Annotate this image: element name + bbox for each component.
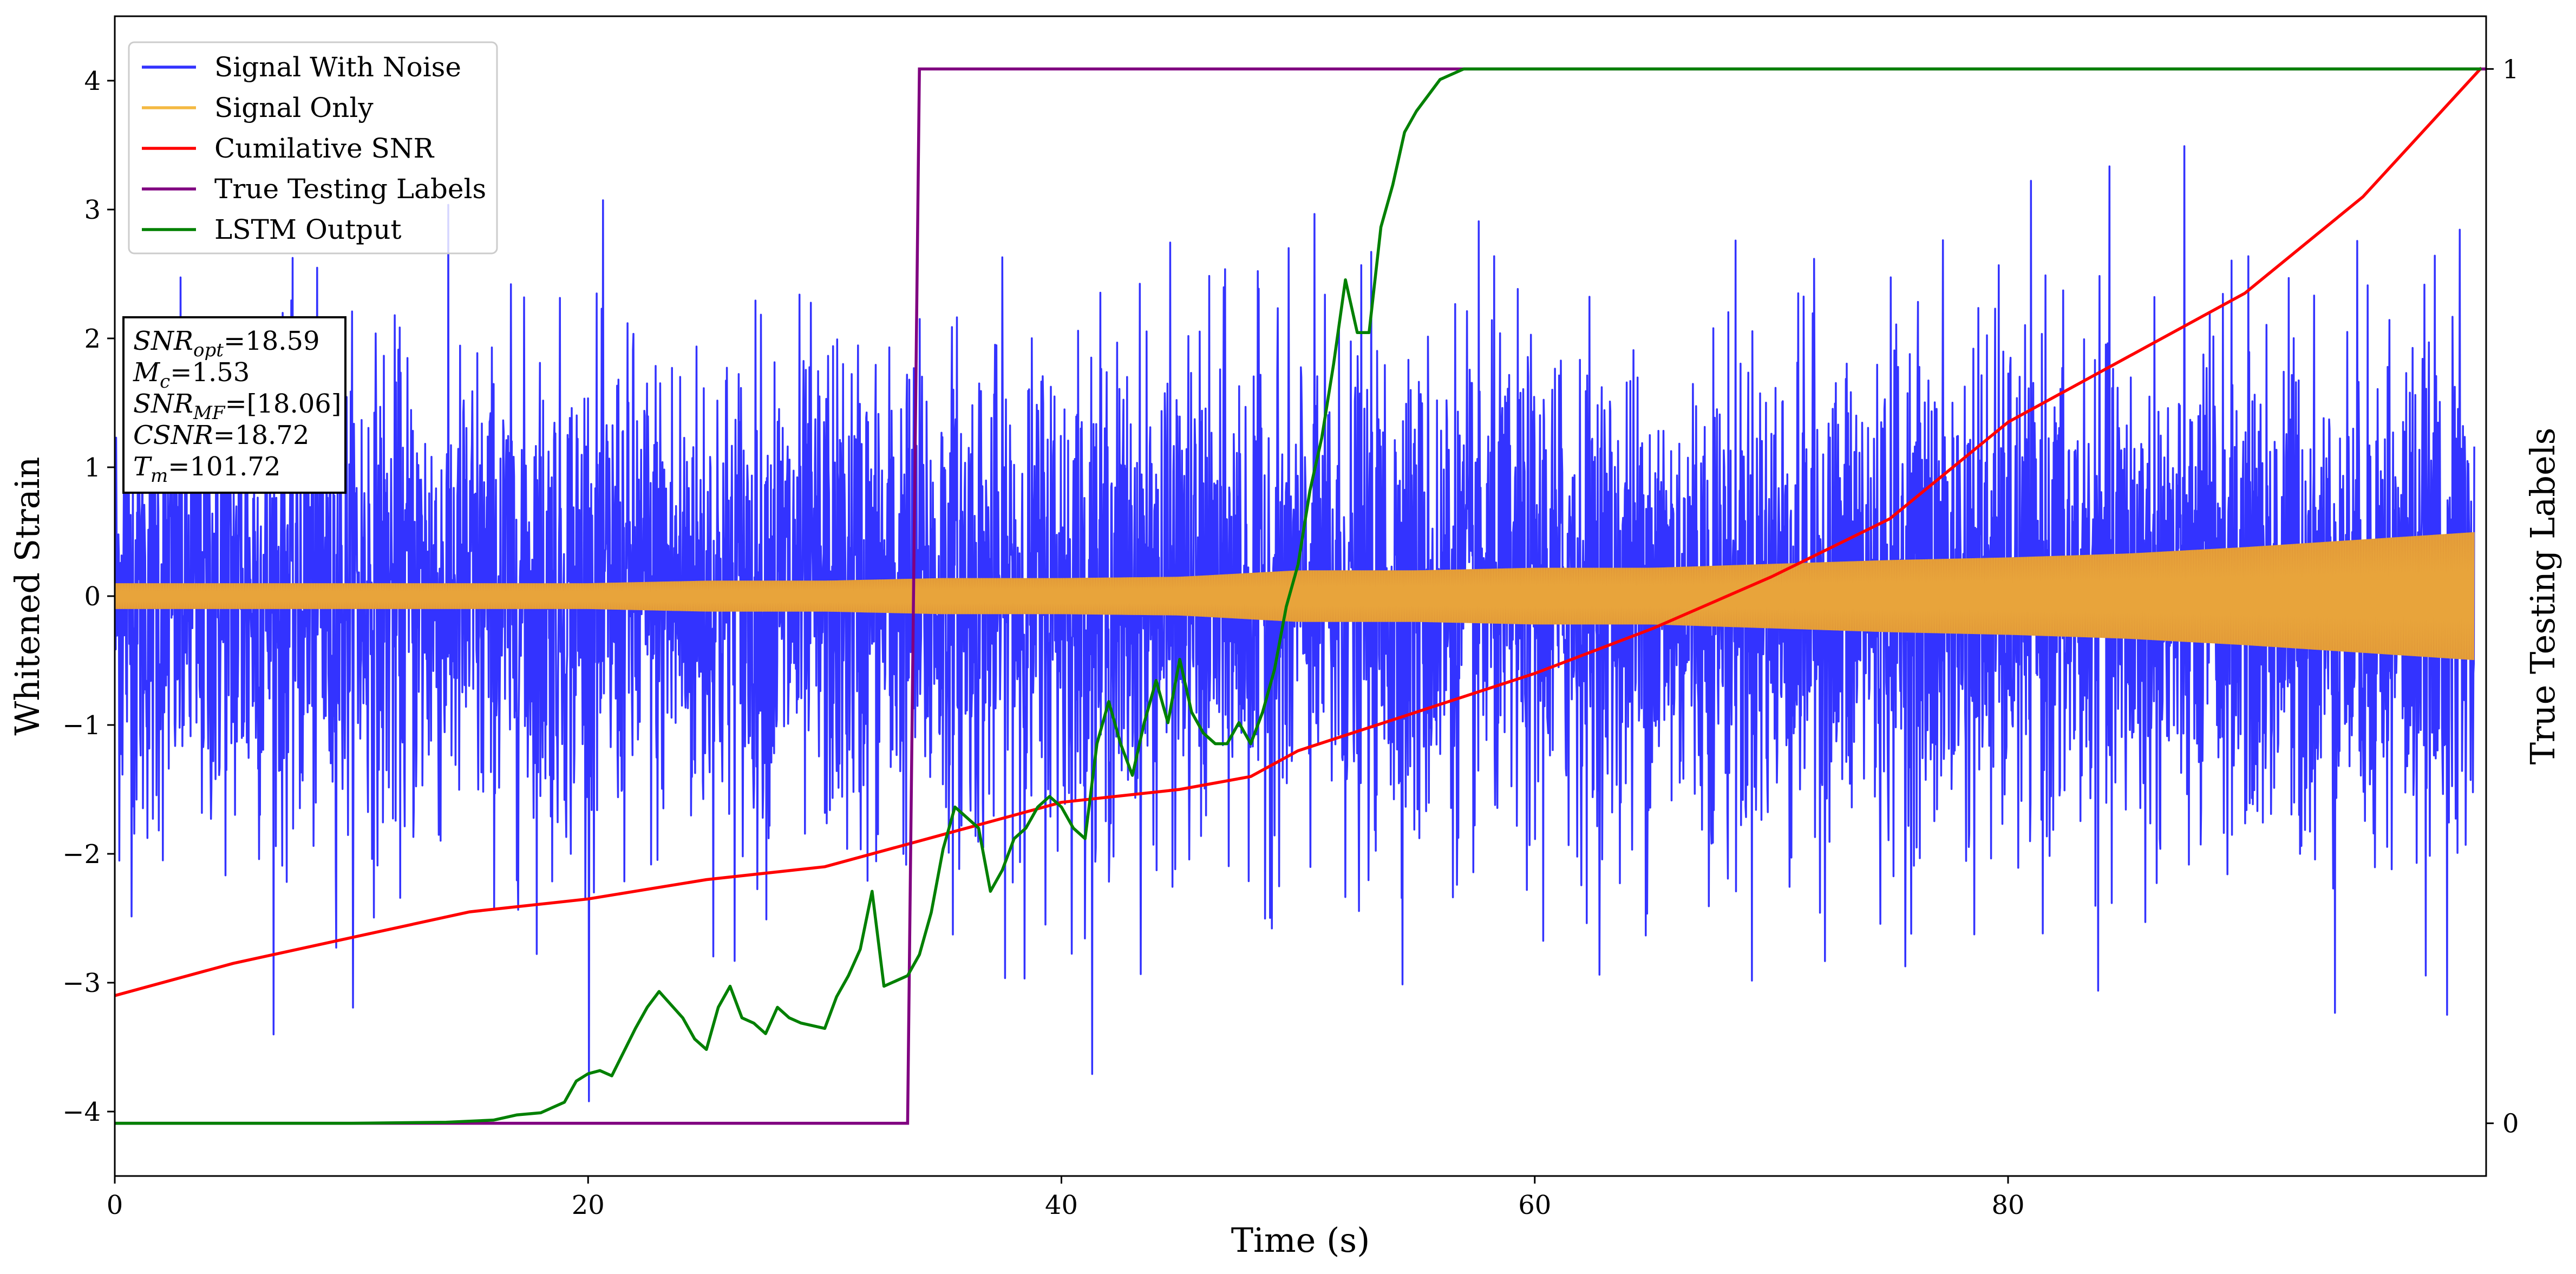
y-tick-label: −1: [62, 710, 101, 741]
y-tick-label: −3: [62, 968, 101, 998]
legend-label: Cumilative SNR: [214, 133, 434, 164]
plot-area: [115, 67, 2486, 1125]
y-tick-label: 1: [84, 453, 101, 483]
legend-label: True Testing Labels: [214, 173, 486, 205]
y2-tick-label: 0: [2502, 1109, 2519, 1139]
y-tick-label: 0: [84, 582, 101, 612]
annotation-box: SNRopt=18.59Mc=1.53SNRMF=[18.06]CSNR=18.…: [122, 316, 346, 494]
x-tick-label: 20: [572, 1190, 605, 1220]
y-tick-label: −4: [62, 1097, 101, 1127]
x-tick-label: 60: [1518, 1190, 1551, 1220]
y-tick-label: 2: [84, 324, 101, 354]
x-tick-label: 40: [1045, 1190, 1078, 1220]
legend-label: Signal With Noise: [214, 51, 461, 83]
legend-label: LSTM Output: [214, 214, 401, 245]
series-line-lstm-output: [115, 67, 2482, 1125]
legend-frame: [128, 41, 498, 254]
series-line-cumulative-snr: [115, 67, 2483, 997]
legend: Signal With Noise Signal Only Cumilative S…: [128, 41, 498, 254]
annotation-line: SNRMF=[18.06]: [133, 389, 342, 424]
annotation-frame: [122, 316, 346, 494]
annotation-line: SNRopt=18.59: [133, 326, 320, 361]
y-tick-label: 4: [84, 66, 101, 96]
annotation-line: CSNR=18.72: [133, 420, 309, 450]
y2-tick-label: 1: [2502, 54, 2519, 84]
x-tick-label: 0: [107, 1190, 123, 1220]
series-line-signal-only: [115, 532, 2475, 661]
y-axis-label: Whitened Strain: [8, 457, 47, 736]
y-tick-label: 3: [84, 195, 101, 225]
legend-label: Signal Only: [214, 92, 374, 123]
y-tick-label: −2: [62, 839, 101, 870]
annotation-line: Tm=101.72: [133, 452, 280, 487]
x-tick-label: 80: [1991, 1190, 2024, 1220]
x-axis-label: Time (s): [1231, 1220, 1370, 1260]
annotation-line: Mc=1.53: [133, 357, 250, 393]
y2-axis-label: True Testing Labels: [2523, 428, 2562, 765]
